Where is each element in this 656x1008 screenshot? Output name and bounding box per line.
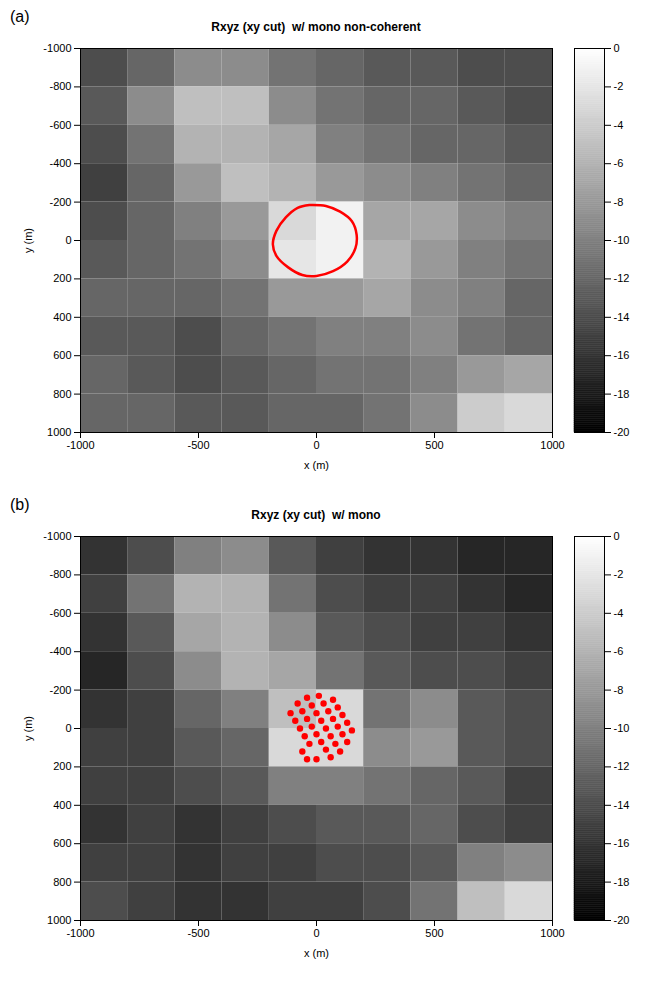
svg-text:-18: -18 — [614, 876, 630, 888]
svg-text:y (m): y (m) — [22, 228, 34, 253]
svg-text:-800: -800 — [49, 80, 71, 92]
svg-text:0: 0 — [65, 722, 71, 734]
svg-text:-6: -6 — [614, 645, 624, 657]
svg-text:-16: -16 — [614, 349, 630, 361]
svg-text:-20: -20 — [614, 426, 630, 438]
svg-text:-2: -2 — [614, 568, 624, 580]
svg-text:600: 600 — [53, 837, 71, 849]
svg-text:-4: -4 — [614, 119, 624, 131]
svg-text:-500: -500 — [187, 439, 209, 451]
svg-text:-1000: -1000 — [66, 927, 94, 939]
svg-text:-10: -10 — [614, 722, 630, 734]
svg-text:-6: -6 — [614, 157, 624, 169]
html-text:Rxyz (xy cut) w/ mono: Rxyz (xy cut) w/ mono — [251, 508, 381, 522]
svg-text:0: 0 — [65, 234, 71, 246]
svg-text:-14: -14 — [614, 311, 630, 323]
svg-text:-8: -8 — [614, 684, 624, 696]
svg-text:-800: -800 — [49, 568, 71, 580]
svg-text:0: 0 — [313, 439, 319, 451]
svg-text:0: 0 — [313, 927, 319, 939]
svg-text:0: 0 — [614, 530, 620, 542]
svg-text:1000: 1000 — [540, 439, 564, 451]
svg-text:-8: -8 — [614, 196, 624, 208]
svg-text:-1000: -1000 — [43, 530, 71, 542]
svg-text:-10: -10 — [614, 234, 630, 246]
svg-text:200: 200 — [53, 272, 71, 284]
svg-text:400: 400 — [53, 311, 71, 323]
svg-text:1000: 1000 — [540, 927, 564, 939]
svg-text:-18: -18 — [614, 388, 630, 400]
svg-text:-1000: -1000 — [66, 439, 94, 451]
html-text:(a): (a) — [10, 8, 30, 25]
html-text:Rxyz (xy cut) w/ mono non-cohe: Rxyz (xy cut) w/ mono non-coherent — [211, 20, 421, 34]
svg-text:y (m): y (m) — [22, 716, 34, 741]
svg-text:200: 200 — [53, 760, 71, 772]
svg-text:500: 500 — [425, 927, 443, 939]
svg-text:-600: -600 — [49, 607, 71, 619]
svg-text:-14: -14 — [614, 799, 630, 811]
svg-text:x (m): x (m) — [304, 459, 329, 471]
svg-text:1000: 1000 — [47, 426, 71, 438]
svg-text:-4: -4 — [614, 607, 624, 619]
svg-text:x (m): x (m) — [304, 947, 329, 959]
svg-text:800: 800 — [53, 388, 71, 400]
svg-text:-12: -12 — [614, 272, 630, 284]
svg-text:-12: -12 — [614, 760, 630, 772]
svg-text:-2: -2 — [614, 80, 624, 92]
svg-text:500: 500 — [425, 439, 443, 451]
svg-text:-400: -400 — [49, 157, 71, 169]
svg-text:0: 0 — [614, 42, 620, 54]
svg-text:-600: -600 — [49, 119, 71, 131]
svg-text:-200: -200 — [49, 684, 71, 696]
svg-text:800: 800 — [53, 876, 71, 888]
html-text:(b): (b) — [10, 496, 30, 513]
svg-text:400: 400 — [53, 799, 71, 811]
svg-text:-20: -20 — [614, 914, 630, 926]
svg-text:-1000: -1000 — [43, 42, 71, 54]
svg-text:-400: -400 — [49, 645, 71, 657]
svg-text:-16: -16 — [614, 837, 630, 849]
svg-text:600: 600 — [53, 349, 71, 361]
svg-text:-500: -500 — [187, 927, 209, 939]
svg-text:-200: -200 — [49, 196, 71, 208]
svg-text:1000: 1000 — [47, 914, 71, 926]
